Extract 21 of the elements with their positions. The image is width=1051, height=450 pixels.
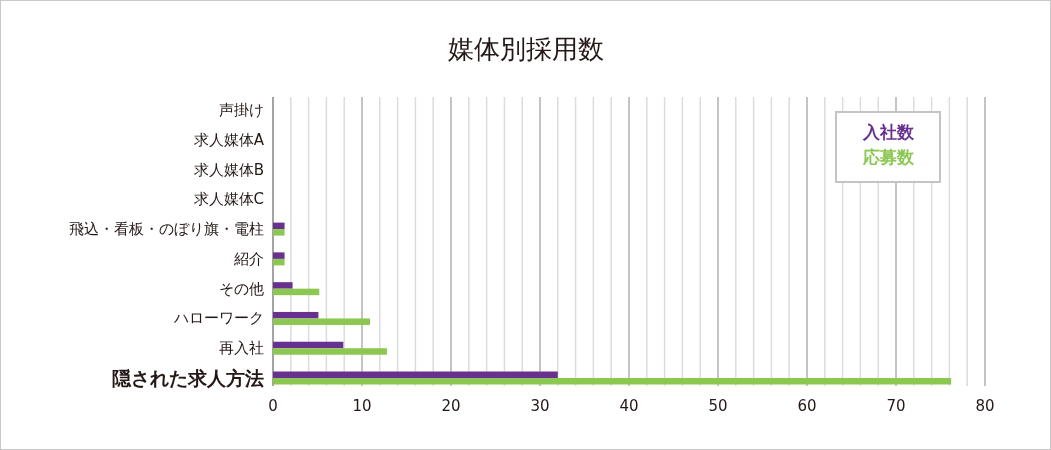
x-tick: 80 xyxy=(975,397,995,415)
x-tick: 0 xyxy=(268,397,278,415)
legend: 入社数 応募数 xyxy=(835,111,941,183)
y-tick: 紹介 xyxy=(234,249,264,268)
y-tick: ハローワーク xyxy=(174,309,264,328)
y-tick: 飛込・看板・のぼり旗・電柱 xyxy=(69,220,264,239)
x-tick: 60 xyxy=(797,397,817,415)
y-tick: 声掛け xyxy=(219,101,264,119)
y-tick: 隠された求人方法 xyxy=(112,367,264,389)
y-tick: 再入社 xyxy=(219,339,264,358)
x-tick: 30 xyxy=(530,397,550,415)
x-tick: 10 xyxy=(352,397,372,415)
x-tick: 50 xyxy=(708,397,728,415)
title: 媒体別採用数 xyxy=(448,34,604,64)
x-tick: 40 xyxy=(619,397,639,415)
y-tick: 求人媒体B xyxy=(193,160,264,179)
y-tick: 求人媒体A xyxy=(193,130,264,149)
x-tick: 70 xyxy=(886,397,906,415)
y-tick: その他 xyxy=(219,279,264,298)
y-tick: 求人媒体C xyxy=(193,190,264,209)
x-tick: 20 xyxy=(441,397,461,415)
